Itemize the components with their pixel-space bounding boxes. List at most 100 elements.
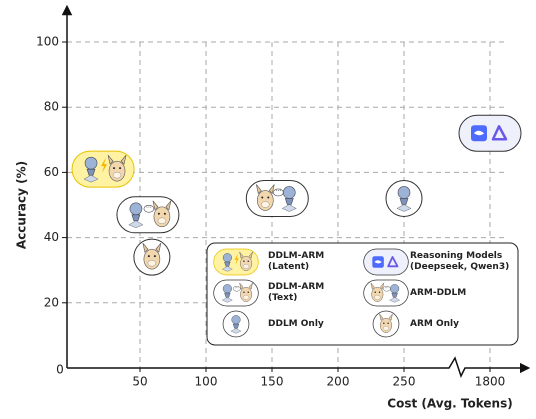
- bubble-dots: ···: [235, 286, 239, 291]
- ddlm-base: [389, 297, 401, 303]
- speech-bubble: [143, 204, 155, 213]
- ddlm-body: [284, 198, 294, 205]
- llama-snout: [157, 217, 167, 224]
- ddlm-base: [83, 174, 99, 183]
- llama-snout: [112, 171, 122, 179]
- llama-ear: [255, 184, 275, 195]
- legend-label: DDLM-ARM (Latent): [268, 251, 325, 272]
- x-axis: [67, 356, 531, 378]
- llama-ear: [239, 282, 253, 290]
- llama-snout: [374, 295, 381, 300]
- llama-eye: [153, 255, 156, 258]
- llama-ear: [152, 200, 172, 211]
- lightning: [234, 253, 239, 265]
- legend-label: ARM Only: [410, 318, 459, 329]
- llama-eye: [113, 167, 116, 170]
- x-tick-label: 250: [393, 375, 416, 389]
- y-axis-title: Accuracy (%): [15, 161, 29, 249]
- y-tick-label: 20: [44, 295, 59, 309]
- bubble-dots: ···: [275, 188, 281, 195]
- llama-ear: [239, 251, 253, 259]
- llama-eye: [247, 291, 249, 293]
- data-point: ···: [116, 196, 180, 234]
- y-tick-label: 80: [44, 100, 59, 114]
- llama-eye: [387, 322, 389, 324]
- reason-qwen: [387, 256, 399, 268]
- legend-label: DDLM Only: [268, 318, 324, 329]
- reason-whale: [374, 260, 382, 264]
- bubble-dots: ···: [146, 204, 152, 211]
- llama-eye: [378, 291, 381, 293]
- ddlm-base: [221, 297, 233, 303]
- legend-label-box: ARM Only: [410, 318, 459, 329]
- bubble-dots: ···: [385, 286, 389, 291]
- ddlm-body: [391, 292, 398, 298]
- ddlm-base: [128, 220, 144, 229]
- legend-icon: [222, 310, 250, 338]
- ddlm-head: [390, 284, 400, 294]
- data-point: ···: [245, 179, 309, 217]
- ddlm-base: [230, 328, 242, 334]
- ddlm-base: [396, 204, 412, 212]
- legend-label: ARM-DDLM: [410, 287, 467, 298]
- legend-icon: [363, 248, 409, 276]
- llama-eye: [261, 196, 264, 199]
- llama-ear: [107, 154, 127, 165]
- data-point: [71, 150, 135, 188]
- llama-eye: [119, 167, 122, 170]
- legend-icon: [213, 248, 259, 276]
- x-axis-title: Cost (Avg. Tokens): [387, 397, 512, 411]
- x-tick-label: 50: [132, 375, 147, 389]
- ddlm-body: [399, 198, 409, 205]
- llama-eye: [247, 260, 249, 262]
- y-tick-label: 40: [44, 230, 59, 244]
- ddlm-head: [222, 284, 232, 294]
- legend-label: Reasoning Models (Deepseek, Qwen3): [410, 251, 510, 272]
- llama-snout: [261, 201, 270, 208]
- marker-frame: [363, 279, 409, 307]
- ddlm-body: [232, 323, 240, 329]
- reason-qwen: [491, 125, 508, 141]
- llama-snout: [147, 259, 157, 267]
- llama-snout: [243, 264, 250, 269]
- legend-icon: [372, 310, 400, 338]
- y-tick-label: 100: [36, 35, 59, 49]
- ddlm-base: [221, 266, 233, 272]
- llama-eye: [243, 260, 245, 262]
- llama-ear: [370, 282, 385, 290]
- speech-bubble: [232, 285, 241, 292]
- ddlm-base: [281, 204, 297, 212]
- x-tick-label: 150: [261, 375, 284, 389]
- ddlm-head: [222, 253, 232, 263]
- legend-label: DDLM-ARM (Text): [268, 282, 325, 303]
- ddlm-body: [131, 214, 141, 222]
- llama-eye: [243, 291, 245, 293]
- llama-eye: [374, 291, 376, 293]
- ddlm-head: [282, 186, 296, 199]
- legend-label-box: ARM-DDLM: [410, 287, 467, 298]
- origin-label: 0: [56, 363, 64, 377]
- llama-ear: [142, 242, 162, 253]
- llama-eye: [267, 196, 270, 199]
- data-point: [458, 114, 522, 152]
- x-tick-label: 100: [195, 375, 218, 389]
- reason-whale: [474, 130, 484, 136]
- legend-label-box: DDLM-ARM (Latent): [268, 251, 325, 272]
- ddlm-body: [224, 292, 231, 298]
- legend-label-box: Reasoning Models (Deepseek, Qwen3): [410, 251, 510, 272]
- legend-label-box: DDLM Only: [268, 318, 324, 329]
- ddlm-head: [231, 315, 241, 325]
- llama-snout: [243, 295, 250, 300]
- llama-ear: [379, 313, 393, 321]
- x-tick-label: 1800: [475, 375, 506, 389]
- x-tick-label: 200: [327, 375, 350, 389]
- ddlm-body: [224, 261, 231, 267]
- marker-frame: [245, 179, 309, 217]
- ddlm-head: [397, 186, 411, 199]
- data-point: [385, 179, 423, 217]
- ddlm-head: [84, 156, 98, 170]
- ddlm-head: [129, 202, 143, 216]
- llama-eye: [163, 212, 166, 215]
- llama-snout: [382, 326, 390, 331]
- legend-box: [206, 242, 519, 346]
